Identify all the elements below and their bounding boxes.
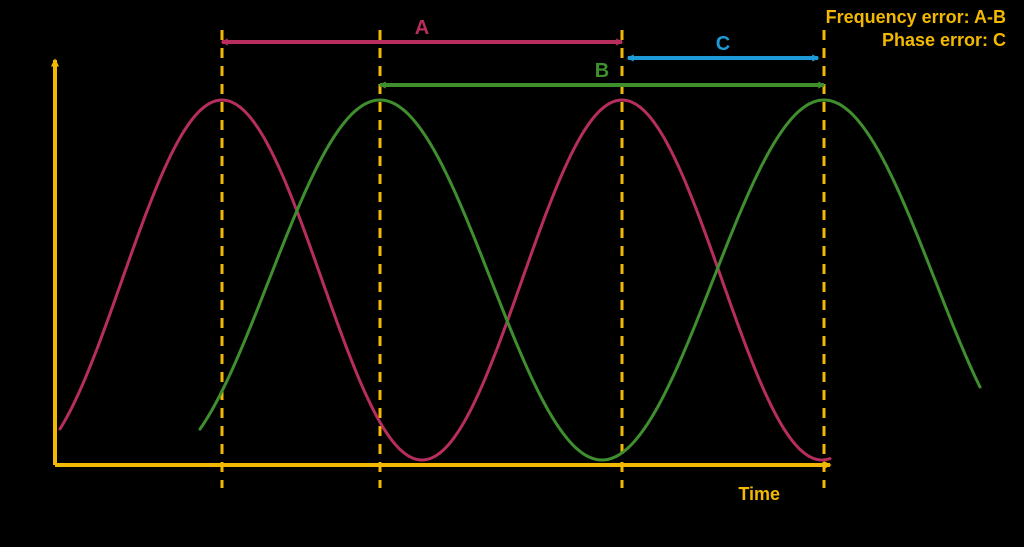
legend-block: Frequency error: A-B Phase error: C [826,6,1006,51]
wave-b-green [200,100,980,460]
measure-c-label: C [716,33,730,55]
measure-a-label: A [415,17,429,39]
legend-line-frequency-error: Frequency error: A-B [826,6,1006,29]
measure-b-label: B [595,60,609,82]
legend-line-phase-error: Phase error: C [826,29,1006,52]
x-axis-label: Time [738,484,780,504]
diagram-canvas: Time A B C [0,0,1024,547]
